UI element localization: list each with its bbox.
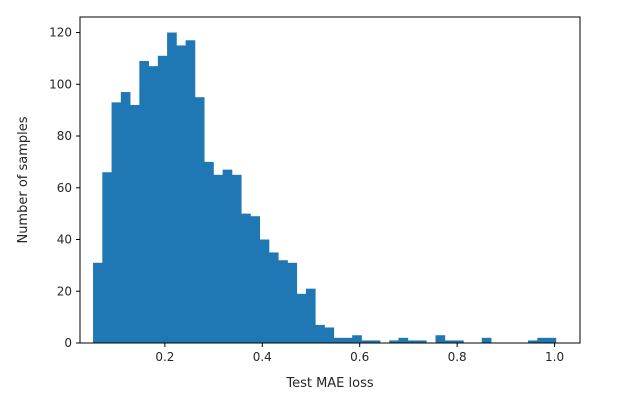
histogram-bar (305, 288, 316, 343)
y-tick-label: 100 (49, 77, 72, 91)
histogram-bar (324, 327, 335, 343)
histogram-bar (268, 252, 279, 343)
histogram-bar (167, 32, 177, 344)
histogram-bar (342, 337, 353, 343)
histogram-bar (148, 66, 159, 344)
histogram-bar (361, 340, 372, 343)
histogram-bar (93, 262, 103, 343)
x-tick-label: 0.8 (448, 350, 467, 364)
histogram-bar (435, 335, 446, 343)
x-axis-label: Test MAE loss (285, 376, 374, 391)
histogram-bar (389, 340, 399, 343)
y-tick-label: 20 (57, 284, 72, 298)
histogram-bar (454, 340, 464, 343)
histogram-bar (528, 340, 538, 343)
histogram-bar (139, 60, 149, 343)
histogram-bar (407, 340, 418, 343)
histogram-bar (333, 337, 344, 343)
y-axis-label: Number of samples (16, 116, 31, 243)
histogram-bar (352, 335, 362, 343)
histogram-bar (481, 337, 492, 343)
histogram-bar (444, 340, 455, 343)
histogram-bar (130, 104, 140, 343)
histogram-bar (287, 262, 298, 343)
histogram-bars (93, 32, 557, 344)
histogram-bar (194, 97, 205, 343)
histogram-bar (120, 92, 131, 344)
histogram-bar (176, 45, 187, 343)
y-tick-label: 40 (57, 233, 72, 247)
x-tick-label: 1.0 (545, 350, 564, 364)
histogram-bar (222, 169, 233, 343)
histogram-bar (204, 161, 214, 343)
histogram-bar (241, 213, 251, 343)
histogram-bar (278, 260, 288, 343)
y-axis-ticks: 0 20 40 60 80 100 120 (49, 26, 80, 350)
histogram-bar (546, 337, 557, 343)
histogram-bar (398, 337, 409, 343)
y-tick-label: 60 (57, 181, 72, 195)
plot-frame (79, 16, 581, 344)
histogram-bar (250, 216, 261, 343)
y-tick-label: 0 (64, 336, 72, 350)
histogram-bar (231, 174, 242, 343)
histogram-bar (417, 340, 427, 343)
x-axis-ticks: 0.2 0.4 0.6 0.8 1.0 (155, 343, 564, 364)
histogram-bar (102, 172, 112, 343)
histogram-bar (315, 324, 325, 343)
histogram-bar (185, 40, 196, 344)
x-tick-label: 0.2 (155, 350, 174, 364)
x-tick-label: 0.4 (253, 350, 272, 364)
x-tick-label: 0.6 (350, 350, 369, 364)
y-tick-label: 80 (57, 129, 72, 143)
histogram-bar (213, 174, 224, 343)
histogram-bar (296, 293, 307, 343)
histogram-bar (111, 102, 122, 343)
histogram-bar (259, 239, 270, 343)
histogram-bar (370, 340, 381, 343)
histogram-bar (537, 337, 547, 343)
y-tick-label: 120 (49, 26, 72, 40)
histogram-bar (157, 55, 168, 344)
